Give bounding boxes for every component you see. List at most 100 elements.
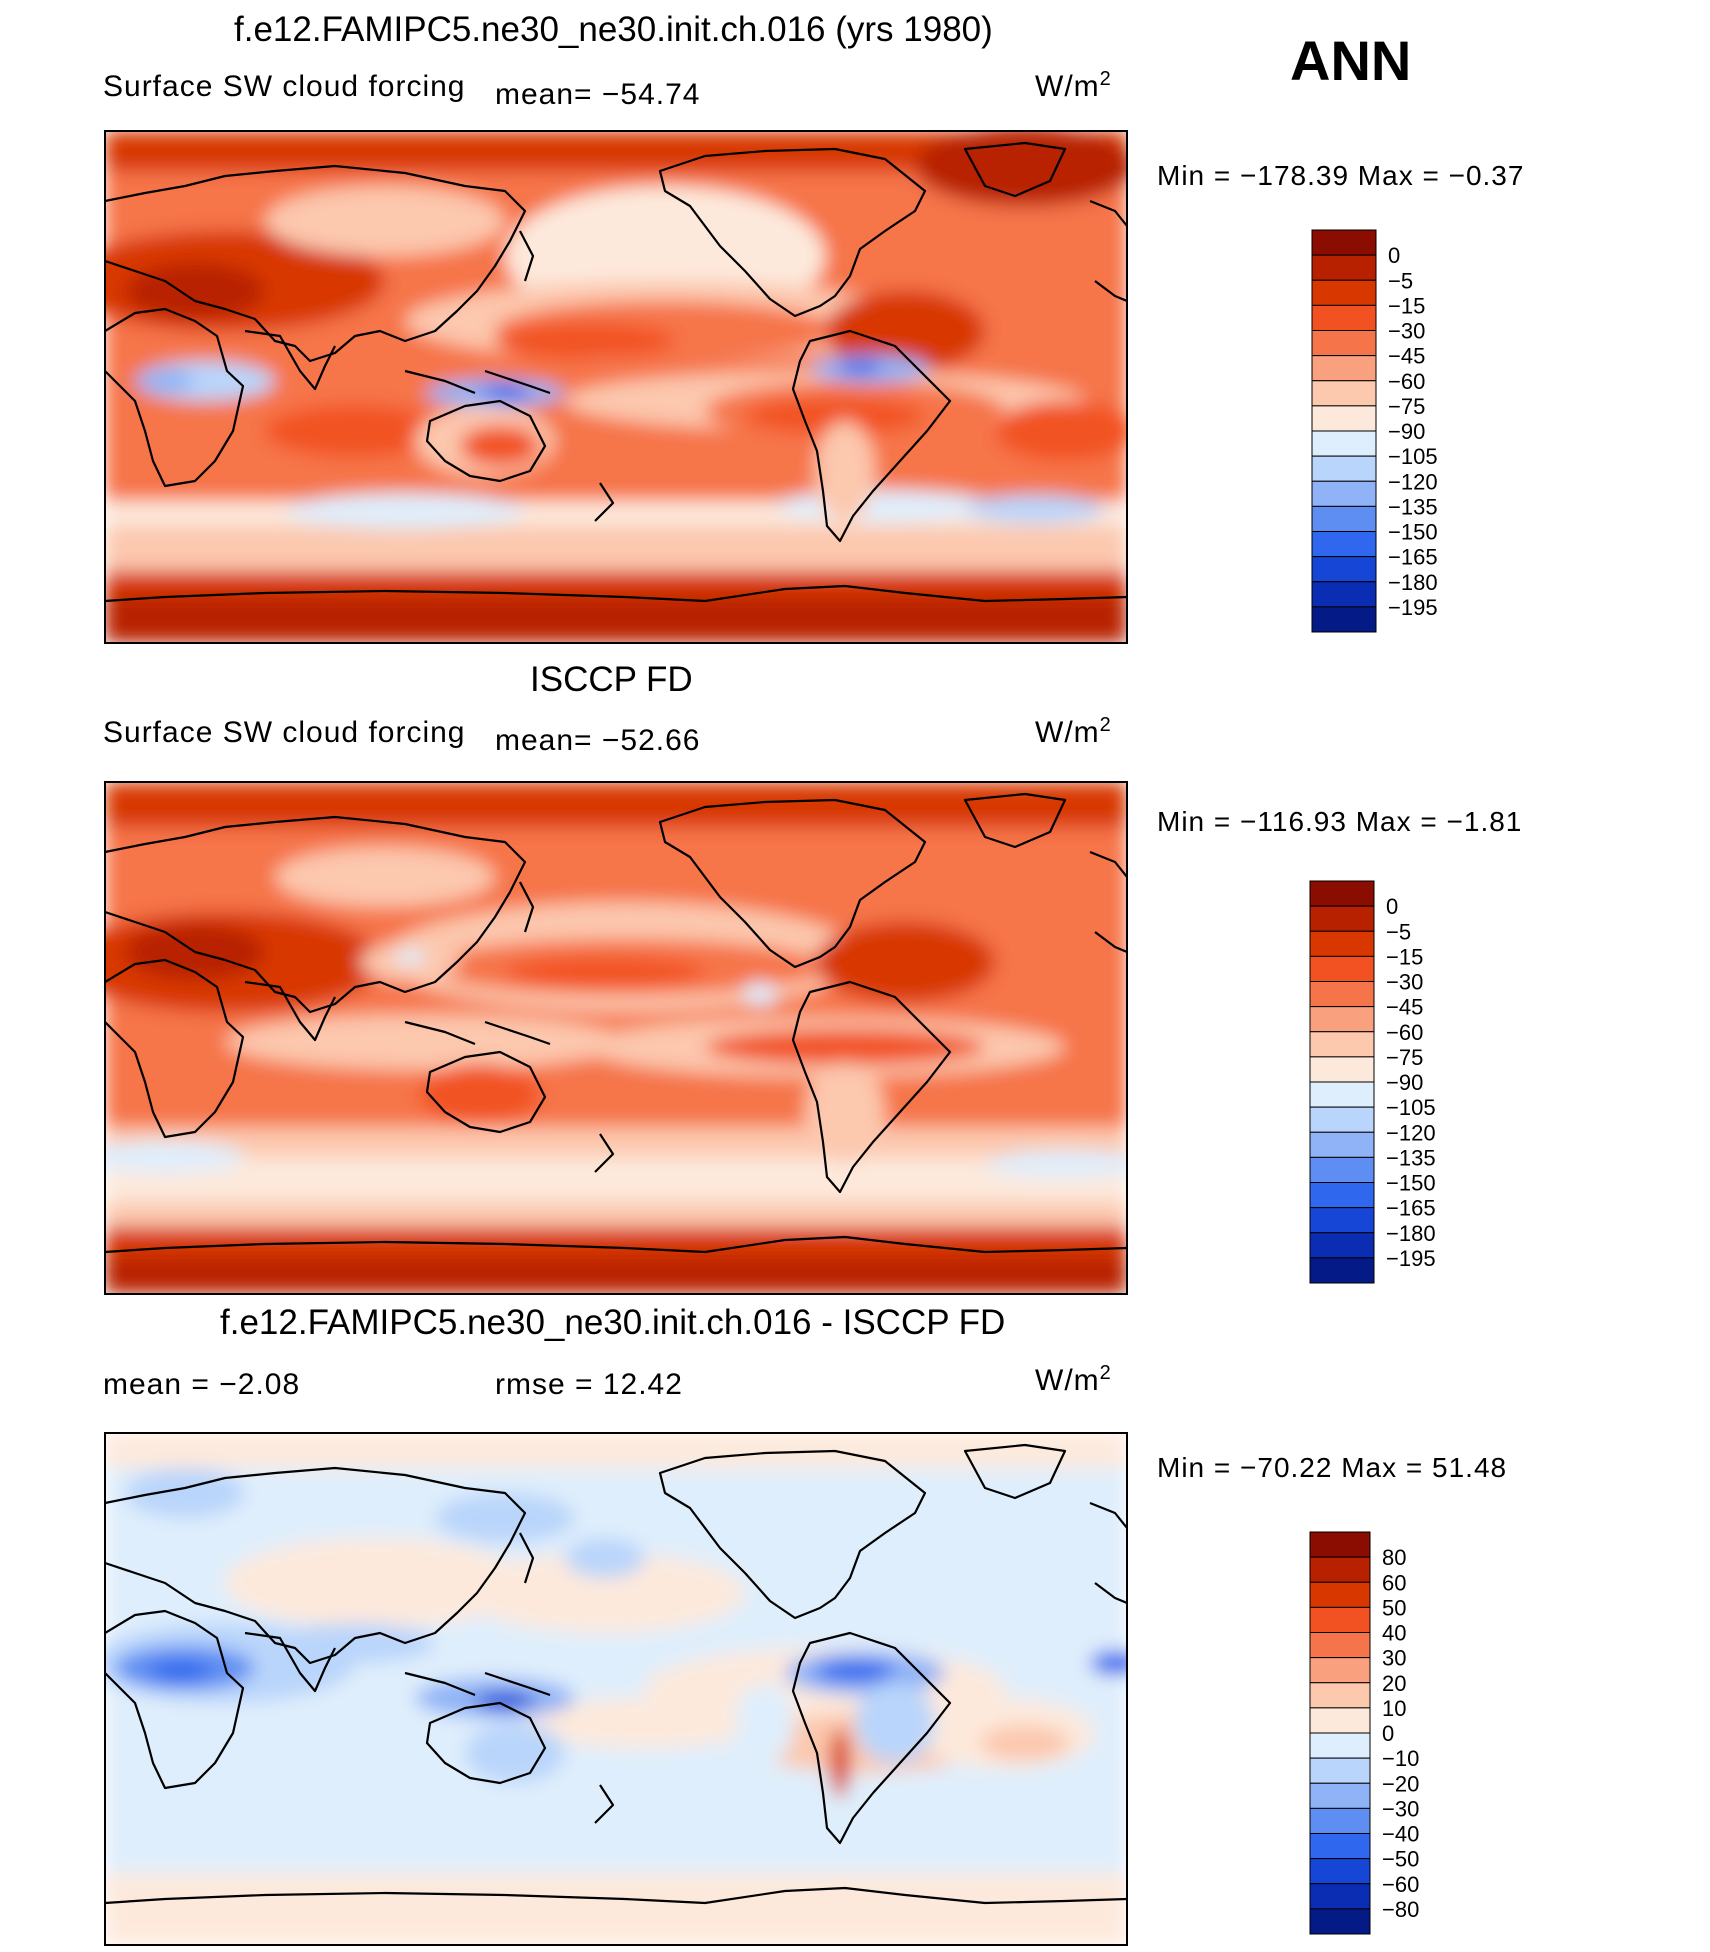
- panel3-map: [104, 1432, 1128, 1946]
- colorbar-2-swatch: [1309, 1081, 1375, 1108]
- colorbar-3-tick-label: −20: [1382, 1771, 1419, 1796]
- panel2-units-exp: 2: [1099, 714, 1112, 736]
- colorbar-2-swatch: [1309, 955, 1375, 982]
- colorbar-1-swatch: [1311, 606, 1377, 633]
- colorbar-2-swatch: [1309, 1106, 1375, 1133]
- colorbar-2-swatch: [1309, 1006, 1375, 1033]
- colorbar-2-swatch: [1309, 981, 1375, 1008]
- colorbar-2-tick-label: −5: [1386, 919, 1411, 944]
- colorbar-3-swatch: [1309, 1782, 1371, 1809]
- colorbar-2: 0−5−15−30−45−60−75−90−105−120−135−150−16…: [1309, 880, 1436, 1284]
- colorbar-3-swatch: [1309, 1531, 1371, 1558]
- colorbar-1-swatch: [1311, 254, 1377, 281]
- panel3-units-base: W/m: [1035, 1364, 1100, 1397]
- panel1-variable: Surface SW cloud forcing: [103, 70, 466, 103]
- colorbar-2-swatch: [1309, 1182, 1375, 1209]
- colorbar-2-tick-label: −60: [1386, 1020, 1423, 1045]
- panel3-title: f.e12.FAMIPC5.ne30_ne30.init.ch.016 - IS…: [220, 1303, 1006, 1342]
- colorbar-3-swatch: [1309, 1732, 1371, 1759]
- colorbar-2-tick-label: −180: [1386, 1221, 1436, 1246]
- colorbar-2-tick-label: −75: [1386, 1045, 1423, 1070]
- colorbar-1-swatch: [1311, 556, 1377, 583]
- panel2-variable: Surface SW cloud forcing: [103, 716, 466, 749]
- panel3-units: W/m2: [1035, 1362, 1112, 1398]
- panel3-rmse: rmse = 12.42: [495, 1368, 683, 1401]
- colorbar-2-tick-label: −135: [1386, 1145, 1436, 1170]
- colorbar-1-swatch: [1311, 505, 1377, 532]
- colorbar-3-tick-label: 80: [1382, 1545, 1406, 1570]
- colorbar-1-tick-label: −135: [1388, 494, 1438, 519]
- colorbar-3-tick-label: 40: [1382, 1621, 1406, 1646]
- panel1-minmax: Min = −178.39 Max = −0.37: [1157, 160, 1525, 191]
- colorbar-2-swatch: [1309, 1257, 1375, 1284]
- colorbar-2-swatch: [1309, 1207, 1375, 1234]
- colorbar-1-swatch: [1311, 480, 1377, 507]
- colorbar-3-swatch: [1309, 1807, 1371, 1834]
- colorbar-3-swatch: [1309, 1682, 1371, 1709]
- colorbar-1-tick-label: −195: [1388, 595, 1438, 620]
- colorbar-1: 0−5−15−30−45−60−75−90−105−120−135−150−16…: [1311, 229, 1438, 633]
- colorbar-1-tick-label: −165: [1388, 545, 1438, 570]
- colorbar-3-tick-label: −50: [1382, 1847, 1419, 1872]
- colorbar-2-tick-label: 0: [1386, 894, 1398, 919]
- colorbar-1-swatch: [1311, 455, 1377, 482]
- colorbar-3-tick-label: −10: [1382, 1746, 1419, 1771]
- colorbar-3-tick-label: −30: [1382, 1796, 1419, 1821]
- colorbar-2-tick-label: −150: [1386, 1171, 1436, 1196]
- colorbar-3-tick-label: 0: [1382, 1721, 1394, 1746]
- colorbar-3-swatch: [1309, 1632, 1371, 1659]
- colorbar-3-swatch: [1309, 1883, 1371, 1910]
- colorbar-3-swatch: [1309, 1556, 1371, 1583]
- colorbar-2-tick-label: −120: [1386, 1120, 1436, 1145]
- colorbar-1-tick-label: −90: [1388, 419, 1425, 444]
- colorbar-2-tick-label: −30: [1386, 970, 1423, 995]
- panel2-minmax: Min = −116.93 Max = −1.81: [1157, 806, 1523, 837]
- panel1-mean: mean= −54.74: [495, 78, 701, 111]
- panel3-mean: mean = −2.08: [103, 1368, 301, 1401]
- season-label: ANN: [1290, 29, 1412, 92]
- colorbar-1-tick-label: −150: [1388, 520, 1438, 545]
- colorbar-3-swatch: [1309, 1757, 1371, 1784]
- panel2-mean: mean= −52.66: [495, 724, 701, 757]
- colorbar-3-swatch: [1309, 1833, 1371, 1860]
- colorbar-3-swatch: [1309, 1908, 1371, 1935]
- colorbar-1-tick-label: −60: [1388, 369, 1425, 394]
- colorbar-1-swatch: [1311, 531, 1377, 558]
- panel2-map: [104, 781, 1128, 1295]
- colorbar-1-tick-label: −120: [1388, 469, 1438, 494]
- colorbar-1-swatch: [1311, 330, 1377, 357]
- colorbar-1-swatch: [1311, 355, 1377, 382]
- colorbar-3-tick-label: −80: [1382, 1897, 1419, 1922]
- colorbar-1-swatch: [1311, 405, 1377, 432]
- colorbar-2-tick-label: −165: [1386, 1196, 1436, 1221]
- colorbar-2-swatch: [1309, 1232, 1375, 1259]
- colorbar-1-tick-label: −180: [1388, 570, 1438, 595]
- panel3-units-exp: 2: [1099, 1362, 1112, 1384]
- colorbar-3-tick-label: 10: [1382, 1696, 1406, 1721]
- panel3-minmax: Min = −70.22 Max = 51.48: [1157, 1452, 1508, 1483]
- colorbar-3-swatch: [1309, 1707, 1371, 1734]
- colorbar-1-tick-label: −5: [1388, 268, 1413, 293]
- colorbar-1-tick-label: −75: [1388, 394, 1425, 419]
- colorbar-1-tick-label: −15: [1388, 293, 1425, 318]
- colorbar-2-swatch: [1309, 1131, 1375, 1158]
- colorbar-3-tick-label: −60: [1382, 1872, 1419, 1897]
- colorbar-1-tick-label: −105: [1388, 444, 1438, 469]
- colorbar-2-tick-label: −45: [1386, 995, 1423, 1020]
- panel1-units-exp: 2: [1099, 68, 1112, 90]
- colorbar-3-swatch: [1309, 1657, 1371, 1684]
- colorbar-1-swatch: [1311, 304, 1377, 331]
- colorbar-2-swatch: [1309, 905, 1375, 932]
- colorbar-1-swatch: [1311, 279, 1377, 306]
- colorbar-1-swatch: [1311, 229, 1377, 256]
- colorbar-3-tick-label: 20: [1382, 1671, 1406, 1696]
- colorbar-1-swatch: [1311, 380, 1377, 407]
- panel1-units: W/m2: [1035, 68, 1112, 104]
- colorbar-3-swatch: [1309, 1581, 1371, 1608]
- colorbar-2-swatch: [1309, 1156, 1375, 1183]
- colorbar-2-swatch: [1309, 1056, 1375, 1083]
- colorbar-2-swatch: [1309, 930, 1375, 957]
- colorbar-3-tick-label: 50: [1382, 1595, 1406, 1620]
